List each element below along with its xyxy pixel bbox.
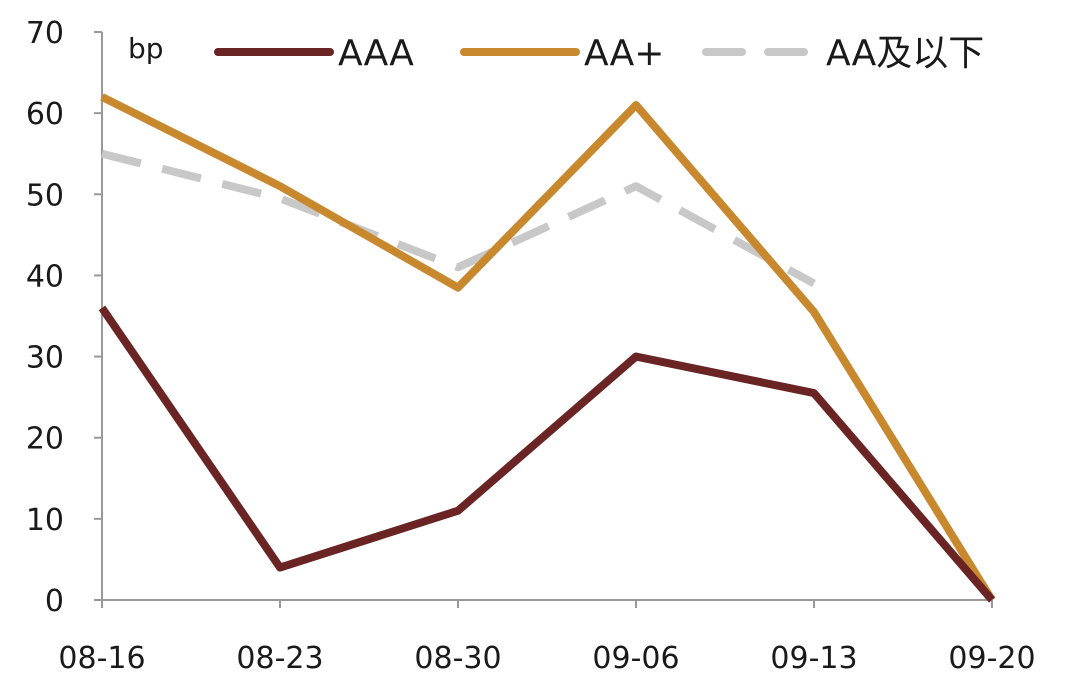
- x-axis-ticks: 08-16 08-23 08-30 09-06 09-13 09-20: [58, 600, 1036, 676]
- y-tick-label: 20: [26, 422, 64, 457]
- y-axis-unit-label: bp: [128, 32, 164, 65]
- x-tick-label: 08-30: [414, 641, 501, 676]
- y-tick-label: 70: [26, 16, 64, 51]
- axes: [101, 32, 992, 601]
- x-tick-label: 08-16: [58, 641, 145, 676]
- legend-label-2: AA及以下: [826, 33, 984, 74]
- x-tick-label: 09-13: [770, 641, 857, 676]
- series-line-0: [98, 305, 996, 603]
- x-tick-label: 09-20: [948, 641, 1035, 676]
- y-axis-ticks: 0 10 20 30 40 50 60 70: [26, 16, 102, 619]
- x-tick-label: 09-06: [592, 641, 679, 676]
- y-tick-label: 30: [26, 341, 64, 376]
- y-tick-label: 10: [26, 503, 64, 538]
- legend: AAA AA+ AA及以下: [214, 33, 984, 74]
- y-tick-label: 50: [26, 178, 64, 213]
- series-line-1: [100, 93, 996, 603]
- legend-label-0: AAA: [338, 33, 414, 74]
- y-tick-label: 0: [45, 584, 64, 619]
- legend-label-1: AA+: [584, 33, 664, 74]
- x-tick-label: 08-23: [236, 641, 323, 676]
- y-tick-label: 40: [26, 259, 64, 294]
- y-tick-label: 60: [26, 97, 64, 132]
- series-line-2: [101, 149, 816, 288]
- series-lines: [98, 93, 996, 603]
